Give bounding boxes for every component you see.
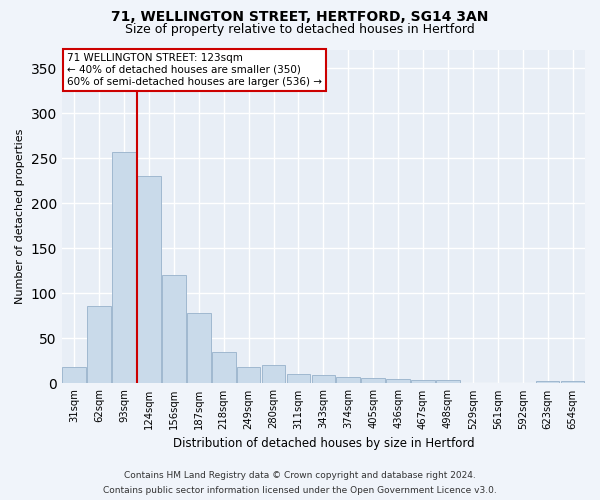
Bar (162, 276, 186, 384)
Text: Contains public sector information licensed under the Open Government Licence v3: Contains public sector information licen… (103, 486, 497, 495)
Bar (262, 366, 286, 384)
Text: 71, WELLINGTON STREET, HERTFORD, SG14 3AN: 71, WELLINGTON STREET, HERTFORD, SG14 3A… (112, 10, 488, 24)
Bar (536, 380, 559, 384)
Text: Size of property relative to detached houses in Hertford: Size of property relative to detached ho… (125, 22, 475, 36)
Bar (311, 376, 335, 384)
Bar (561, 380, 584, 384)
Bar (361, 378, 385, 384)
Bar (386, 379, 410, 384)
Bar (88, 306, 111, 384)
Text: 71 WELLINGTON STREET: 123sqm
← 40% of detached houses are smaller (350)
60% of s: 71 WELLINGTON STREET: 123sqm ← 40% of de… (67, 54, 322, 86)
Bar (337, 377, 360, 384)
Bar (411, 380, 435, 384)
Bar (187, 313, 211, 384)
Text: Contains HM Land Registry data © Crown copyright and database right 2024.: Contains HM Land Registry data © Crown c… (124, 471, 476, 480)
Bar (212, 352, 236, 384)
Y-axis label: Number of detached properties: Number of detached properties (15, 129, 25, 304)
Bar (137, 176, 161, 384)
Bar (287, 374, 310, 384)
Bar (461, 382, 485, 384)
Bar (62, 367, 86, 384)
Bar (436, 380, 460, 384)
Bar (112, 152, 136, 384)
X-axis label: Distribution of detached houses by size in Hertford: Distribution of detached houses by size … (173, 437, 474, 450)
Bar (237, 367, 260, 384)
